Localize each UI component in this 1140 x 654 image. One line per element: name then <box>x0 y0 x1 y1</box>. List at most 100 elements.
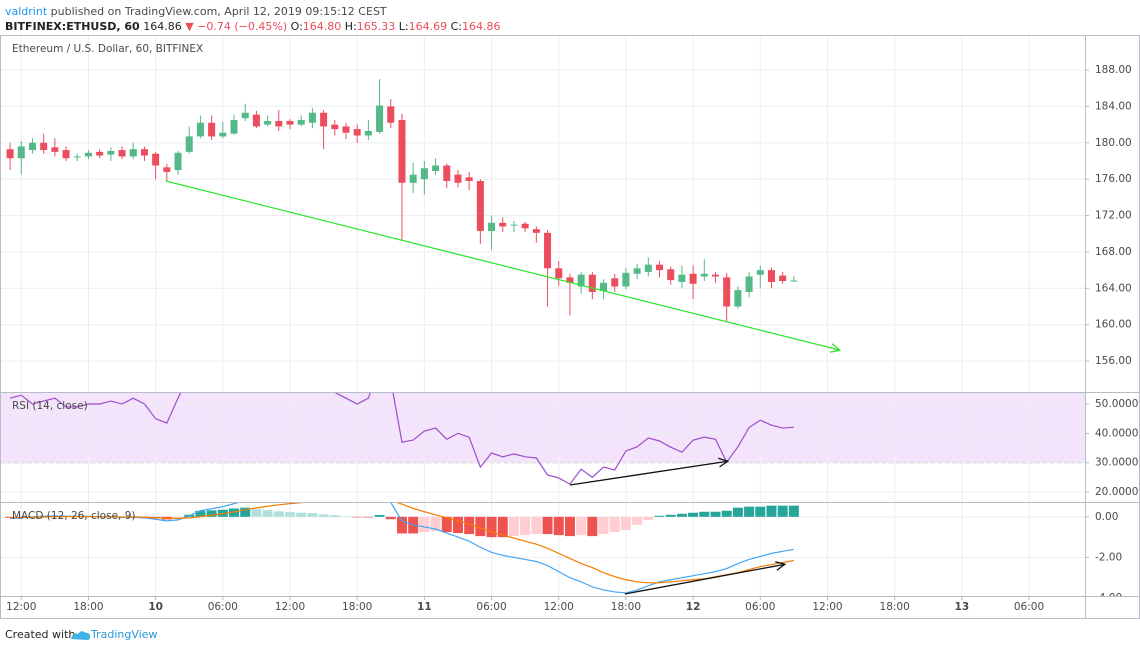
candle-body <box>432 165 440 171</box>
histogram-bar <box>620 516 631 531</box>
histogram-bar <box>699 511 710 517</box>
histogram-bar <box>475 516 486 537</box>
histogram-bar <box>352 516 363 518</box>
histogram-bar <box>777 505 788 517</box>
candle-body <box>387 106 395 123</box>
x-tick-label: 06:00 <box>476 601 506 613</box>
x-axis: 12:00 18:00 10 06:00 12:00 18:00 11 06:00 12:00 1… <box>6 596 1044 613</box>
candle-body <box>555 268 563 279</box>
candle-body <box>376 105 384 132</box>
histogram-bar <box>251 509 262 517</box>
candle-body <box>443 165 451 181</box>
trend-line <box>165 180 840 351</box>
trend-line <box>624 563 786 595</box>
histogram-bar <box>576 516 587 536</box>
ohlc-value: 164.69 <box>409 20 448 33</box>
pane-title: Ethereum / U.S. Dollar, 60, BITFINEX <box>12 43 203 55</box>
author[interactable]: valdrint <box>5 5 48 18</box>
histogram-bar <box>721 510 732 517</box>
histogram-bar <box>766 505 777 517</box>
x-tick-label: 18:00 <box>880 601 910 613</box>
histogram-bar <box>240 507 251 517</box>
candle-body <box>51 147 59 152</box>
candle-body <box>723 277 731 307</box>
x-tick-label: 12 <box>686 601 701 613</box>
ohlc-value: 164.80 <box>303 20 342 33</box>
arrow-head <box>829 343 842 353</box>
macd-pane: 0.00 -2.00 -4.00 MACD (12, 26, close, 9) <box>0 502 1122 604</box>
candle-body <box>711 274 719 277</box>
candle-body <box>398 120 406 183</box>
published: published on TradingView.com, April 12, … <box>51 5 387 18</box>
histogram-bar <box>788 505 799 517</box>
candle-body <box>73 156 81 158</box>
y-tick-label: 168.00 <box>1095 246 1132 258</box>
candle-body <box>140 149 148 156</box>
x-tick-label: 06:00 <box>745 601 775 613</box>
candle-body <box>96 151 104 156</box>
ohlc-value: 165.33 <box>357 20 396 33</box>
candle-body <box>600 282 608 292</box>
histogram-bar <box>632 516 643 525</box>
histogram-bar <box>173 516 184 519</box>
x-tick-label: 12:00 <box>275 601 305 613</box>
candle-body <box>342 126 350 133</box>
x-tick-label: 06:00 <box>208 601 238 613</box>
histogram-bar <box>329 515 340 517</box>
price-pane: 156.00 160.00 164.00 168.00 172.00 176.00 180.… <box>0 35 1132 392</box>
brand-name[interactable]: TradingView <box>90 628 157 641</box>
histogram-bar <box>688 512 699 517</box>
candle-body <box>521 223 529 229</box>
candle-body <box>577 274 585 287</box>
histogram-bar <box>206 510 217 517</box>
histogram-bar <box>464 516 475 535</box>
histogram-bar <box>542 516 553 535</box>
change: ▼ −0.74 (−0.45%) <box>185 20 287 33</box>
candle-body <box>6 149 14 159</box>
candle-body <box>62 150 70 159</box>
histogram-bar <box>374 514 385 517</box>
histogram-bar <box>587 516 598 537</box>
candle-body <box>208 122 216 137</box>
candle-body <box>756 270 764 275</box>
ohlc-label: C: <box>451 20 462 33</box>
histogram-bar <box>732 507 743 517</box>
candle-body <box>219 132 227 137</box>
y-tick-label: 176.00 <box>1095 173 1132 185</box>
candle-body <box>84 152 92 157</box>
histogram-bar <box>430 516 441 532</box>
y-tick-label: -2.00 <box>1095 551 1122 563</box>
candle-body <box>286 120 294 125</box>
x-tick-label: 06:00 <box>1014 601 1044 613</box>
histogram-bar <box>385 516 396 520</box>
histogram-bar <box>296 512 307 517</box>
candle-body <box>107 150 115 155</box>
arrow-head <box>718 457 730 468</box>
histogram-bar <box>441 516 452 533</box>
candle-body <box>734 290 742 307</box>
x-tick-label: 12:00 <box>6 601 36 613</box>
x-tick-label: 18:00 <box>611 601 641 613</box>
histogram-bar <box>307 512 318 517</box>
candle-body <box>185 136 193 152</box>
y-tick-label: 184.00 <box>1095 100 1132 112</box>
candle-body <box>230 120 238 134</box>
rsi-pane: 20.0000 30.0000 40.0000 50.0000 RSI (14, clo… <box>0 392 1138 502</box>
y-tick-label: 188.00 <box>1095 64 1132 76</box>
candle-body <box>308 112 316 123</box>
indicator-line <box>9 392 794 485</box>
candle-body <box>678 274 686 282</box>
candle-body <box>129 149 137 157</box>
candle-body <box>118 150 126 157</box>
histogram-bar <box>285 512 296 517</box>
histogram-bar <box>262 510 273 517</box>
histogram-bar <box>710 511 721 517</box>
candle-body <box>264 120 272 125</box>
symbol: BITFINEX:ETHUSD, 60 <box>5 20 140 33</box>
y-tick-label: -4.00 <box>1095 592 1122 604</box>
candle-body <box>28 142 36 151</box>
histogram-bar <box>654 515 665 517</box>
candle-body <box>275 120 283 127</box>
histogram-bar <box>5 516 16 518</box>
